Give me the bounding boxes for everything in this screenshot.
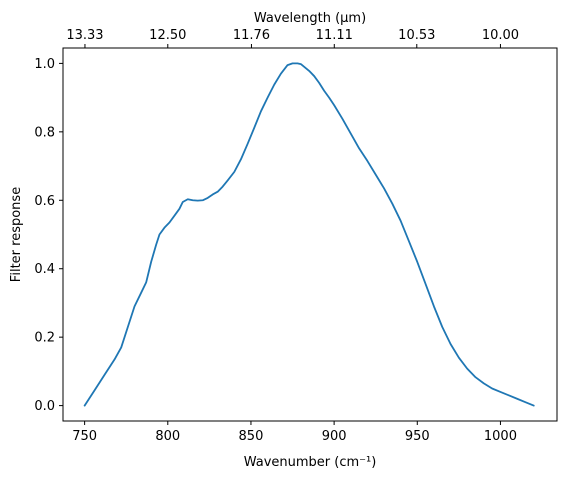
secondary-x-tick-label: 10.53 [398,28,435,43]
secondary-x-tick-label: 10.00 [482,28,519,43]
secondary-x-tick-label: 11.76 [233,28,270,43]
filter-response-line [83,62,535,407]
secondary-x-axis-label: Wavelength (μm) [254,11,366,26]
axes: 750 800 850 900 950 1000 0.0 0.2 0.4 0.6 0.8 1.0 13.… [34,28,558,444]
y-axis-label: Filter response [9,187,24,282]
x-tick-label: 900 [322,429,347,444]
y-tick-label: 0.4 [34,262,55,277]
secondary-x-tick-label: 12.50 [149,28,186,43]
secondary-x-tick-label: 13.33 [66,28,103,43]
x-tick-label: 800 [155,429,180,444]
y-tick-label: 0.0 [34,399,55,414]
x-tick-label: 950 [405,429,430,444]
y-tick-label: 0.6 [34,194,55,209]
y-tick-label: 0.2 [34,331,55,346]
plot-area [83,62,535,407]
y-tick-label: 1.0 [34,57,55,72]
x-tick-label: 750 [72,429,97,444]
x-tick-label: 1000 [484,429,517,444]
secondary-x-tick-label: 11.11 [316,28,353,43]
y-tick-label: 0.8 [34,125,55,140]
x-tick-label: 850 [239,429,264,444]
x-axis-label: Wavenumber (cm⁻¹) [244,455,377,470]
plot-frame [62,47,558,422]
